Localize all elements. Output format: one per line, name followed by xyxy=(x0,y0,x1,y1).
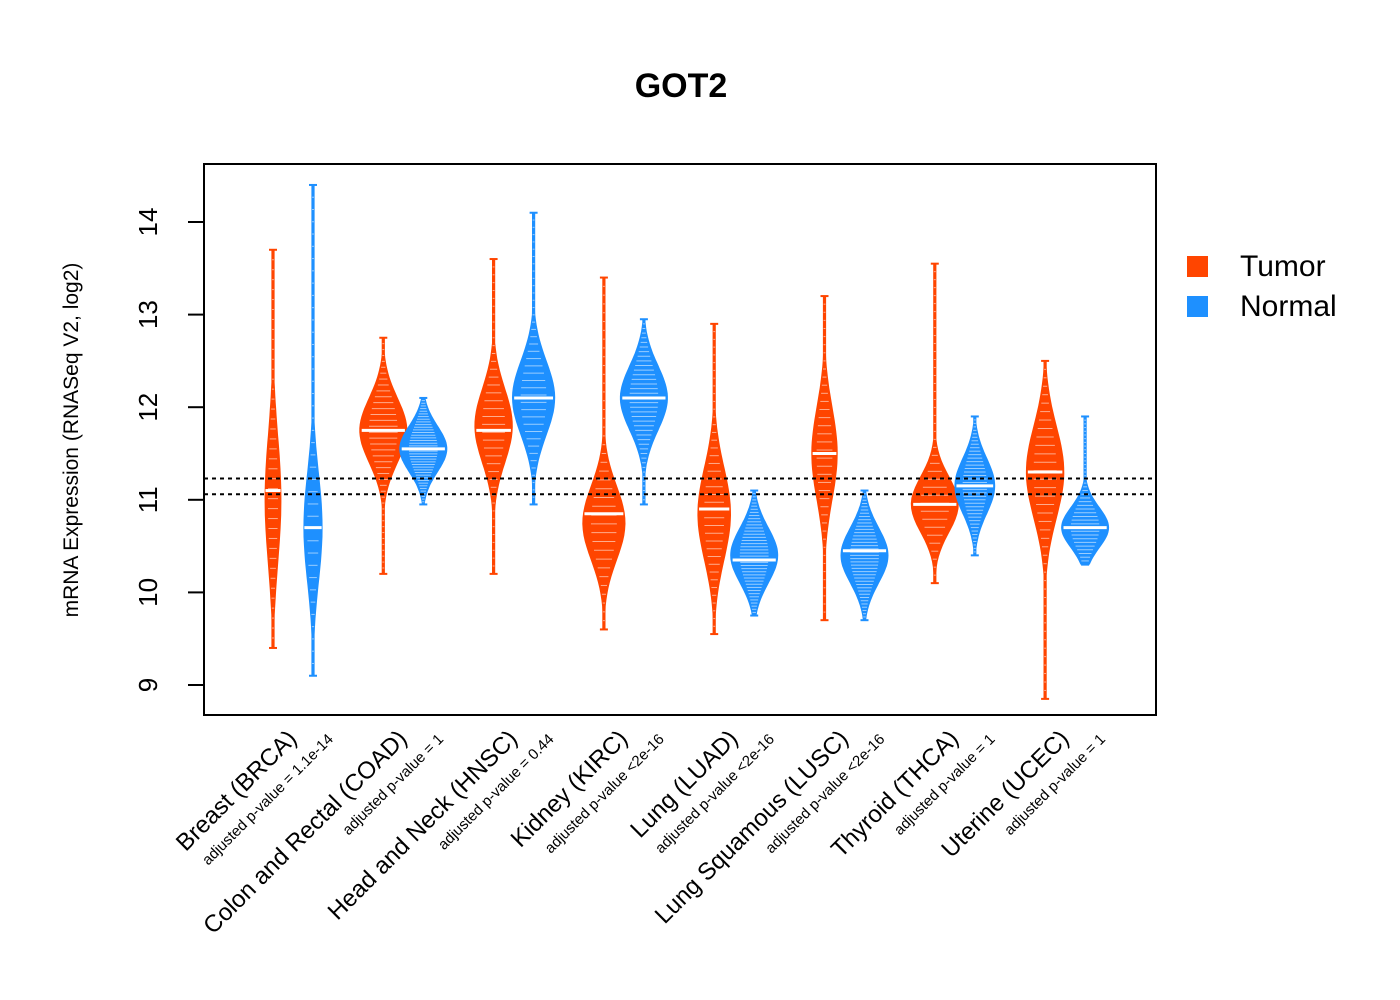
plot-frame xyxy=(203,163,1157,716)
tumor-violin xyxy=(474,258,513,575)
tumor-violin xyxy=(359,336,408,575)
x-axis: Breast (BRCA)adjusted p-value = 1.1e-14C… xyxy=(171,725,1109,939)
category-group xyxy=(359,336,448,575)
category-group xyxy=(1025,359,1110,700)
legend: Tumor Normal xyxy=(1187,250,1337,323)
normal-violin xyxy=(840,489,889,622)
chart-title: GOT2 xyxy=(635,67,728,105)
tumor-violin xyxy=(811,295,838,622)
legend-label-tumor: Tumor xyxy=(1240,250,1326,283)
normal-violin xyxy=(730,489,779,617)
y-axis-label: mRNA Expression (RNASeq V2, log2) xyxy=(60,263,83,618)
category-group xyxy=(582,276,668,631)
tumor-violin xyxy=(582,276,626,631)
y-tick-label: 10 xyxy=(133,578,163,607)
legend-swatch-tumor xyxy=(1187,256,1208,277)
y-tick-label: 11 xyxy=(133,486,163,513)
tumor-violin xyxy=(697,322,731,636)
legend-label-normal: Normal xyxy=(1240,290,1337,323)
normal-violin xyxy=(399,396,448,506)
normal-violin xyxy=(512,211,556,506)
category-group xyxy=(811,295,889,622)
category-group xyxy=(474,211,556,575)
violins-layer xyxy=(264,183,1110,700)
category-group xyxy=(264,183,323,677)
tumor-violin xyxy=(1025,359,1065,700)
category-group xyxy=(910,262,996,585)
normal-violin xyxy=(619,318,668,506)
y-axis: 9 10 11 12 13 14 xyxy=(133,208,205,692)
normal-violin xyxy=(954,415,996,557)
tumor-violin xyxy=(910,262,959,585)
tumor-violin xyxy=(264,248,282,649)
y-tick-label: 13 xyxy=(133,300,163,329)
legend-swatch-normal xyxy=(1187,296,1208,317)
y-tick-label: 12 xyxy=(133,393,163,422)
normal-violin xyxy=(303,183,323,677)
category-group xyxy=(697,322,779,636)
y-tick-label: 9 xyxy=(133,678,163,692)
reference-lines xyxy=(204,477,1156,496)
normal-violin xyxy=(1061,415,1110,566)
y-tick-label: 14 xyxy=(133,208,163,237)
